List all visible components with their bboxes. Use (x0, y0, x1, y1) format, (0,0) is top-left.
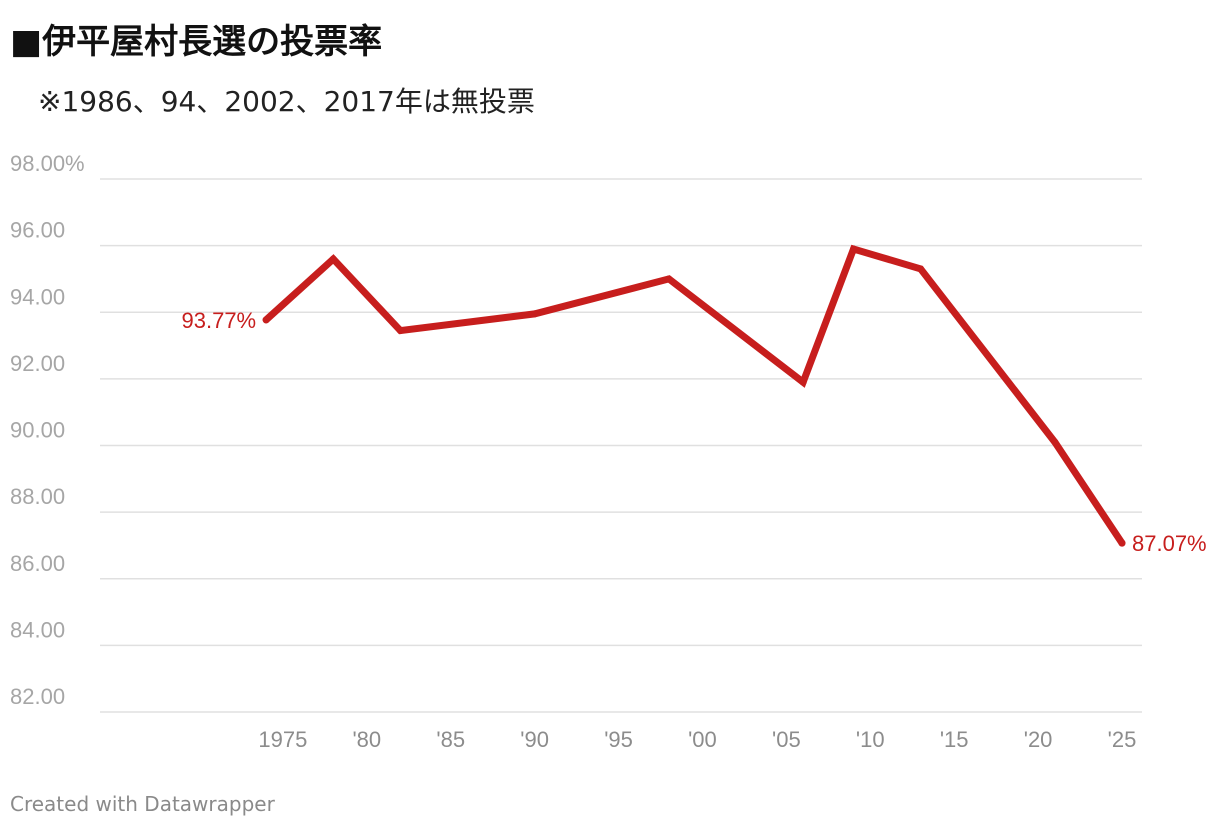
data-point (531, 310, 539, 318)
chart-title: ■伊平屋村長選の投票率 (10, 22, 383, 62)
x-tick-label: '00 (688, 727, 717, 752)
series-layer (262, 244, 1126, 547)
data-labels: 93.77% 87.07% (182, 308, 1207, 556)
x-tick-label: '15 (940, 727, 969, 752)
x-tick-label: '90 (520, 727, 549, 752)
x-axis-ticks: 1975 '80 '85 '90 '95 '00 '05 '10 '15 '20 '25 (258, 727, 1136, 752)
data-point (262, 316, 270, 324)
y-tick-label: 92.00 (10, 351, 65, 376)
data-point (396, 327, 404, 335)
x-tick-label: '85 (436, 727, 465, 752)
data-label: 93.77% (182, 308, 257, 333)
y-tick-label: 98.00% (10, 151, 85, 176)
y-tick-label: 84.00 (10, 617, 65, 642)
x-tick-label: '95 (604, 727, 633, 752)
data-point (917, 265, 925, 273)
x-tick-label: '05 (772, 727, 801, 752)
x-tick-label: '25 (1108, 727, 1137, 752)
x-tick-label: 1975 (258, 727, 307, 752)
series-line (262, 244, 1126, 547)
y-tick-label: 90.00 (10, 418, 65, 443)
y-tick-label: 94.00 (10, 284, 65, 309)
y-tick-label: 86.00 (10, 551, 65, 576)
data-point (849, 245, 857, 253)
y-tick-label: 82.00 (10, 684, 65, 709)
data-point (1118, 539, 1126, 547)
y-tick-label: 88.00 (10, 484, 65, 509)
credit-text: Created with Datawrapper (10, 792, 275, 816)
y-tick-label: 96.00 (10, 218, 65, 243)
chart-subtitle: ※1986、94、2002、2017年は無投票 (38, 85, 535, 118)
x-tick-label: '20 (1024, 727, 1053, 752)
x-tick-label: '80 (352, 727, 381, 752)
data-point (665, 275, 673, 283)
x-tick-label: '10 (856, 727, 885, 752)
gridlines (100, 178, 1142, 713)
data-label: 87.07% (1132, 531, 1207, 556)
data-point (329, 255, 337, 263)
y-axis-ticks: 82.00 84.00 86.00 88.00 90.00 92.00 94.00 96.00… (10, 151, 85, 709)
data-point (799, 378, 807, 386)
data-point (1051, 438, 1059, 446)
